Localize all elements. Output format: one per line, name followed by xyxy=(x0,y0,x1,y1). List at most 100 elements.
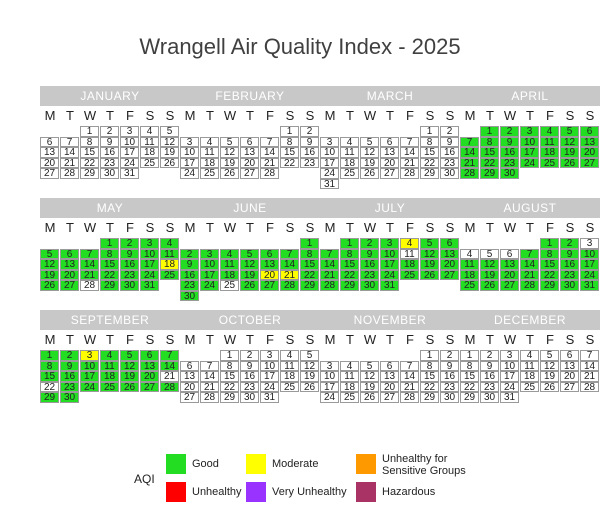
day-cell: 1 xyxy=(280,126,299,137)
day-cell: 11 xyxy=(160,248,179,259)
day-cell: 4 xyxy=(400,238,419,249)
day-cell: 3 xyxy=(140,238,159,249)
day-cell: 15 xyxy=(480,147,499,158)
day-cell: 4 xyxy=(540,126,559,137)
day-cell: 2 xyxy=(120,238,139,249)
chart-title: Wrangell Air Quality Index - 2025 xyxy=(139,34,461,59)
weekday-label: S xyxy=(145,220,155,235)
day-cell: 27 xyxy=(580,157,599,168)
day-cell: 2 xyxy=(240,350,259,361)
weekday-label: T xyxy=(66,220,74,235)
day-cell: 31 xyxy=(500,392,519,403)
day-cell: 7 xyxy=(460,136,479,147)
day-cell: 15 xyxy=(540,259,559,270)
month-november: NOVEMBER M T W T F S S 1 2 3 4 5 6 7 8 9 10 11 12 13 14 15 16 17… xyxy=(320,310,460,410)
day-cell: 18 xyxy=(540,147,559,158)
weekday-label: T xyxy=(246,332,254,347)
weekday-label: T xyxy=(526,220,534,235)
day-cell: 23 xyxy=(180,280,199,291)
weekday-label: W xyxy=(223,108,237,123)
day-cell: 12 xyxy=(560,136,579,147)
day-cell: 23 xyxy=(120,269,139,280)
day-cell: 29 xyxy=(460,392,479,403)
day-cell: 31 xyxy=(260,392,279,403)
day-cell: 27 xyxy=(60,280,79,291)
day-cell: 23 xyxy=(300,157,319,168)
month-name: MAY xyxy=(40,198,180,218)
month-name: APRIL xyxy=(460,86,600,106)
weekday-label: S xyxy=(425,220,435,235)
day-cell: 10 xyxy=(520,136,539,147)
day-cell: 10 xyxy=(140,248,159,259)
day-cell: 3 xyxy=(580,238,599,249)
day-cell: 19 xyxy=(120,371,139,382)
day-cell: 30 xyxy=(360,280,379,291)
weekday-label: S xyxy=(165,108,175,123)
day-cell: 5 xyxy=(40,248,59,259)
day-cell: 24 xyxy=(260,381,279,392)
day-cell: 8 xyxy=(340,248,359,259)
legend-label: Hazardous xyxy=(382,486,436,498)
day-cell: 30 xyxy=(100,168,119,179)
day-cell: 13 xyxy=(40,147,59,158)
day-cell: 10 xyxy=(200,259,219,270)
day-cell: 30 xyxy=(480,392,499,403)
day-cell: 5 xyxy=(160,126,179,137)
day-cell: 25 xyxy=(160,269,179,280)
day-cell: 6 xyxy=(140,350,159,361)
day-cell: 14 xyxy=(200,371,219,382)
day-cell: 24 xyxy=(120,157,139,168)
day-cell: 15 xyxy=(280,147,299,158)
day-cell: 2 xyxy=(560,238,579,249)
day-cell: 5 xyxy=(420,238,439,249)
weekday-label: S xyxy=(305,332,315,347)
month-name: OCTOBER xyxy=(180,310,320,330)
day-cell: 9 xyxy=(500,136,519,147)
day-cell: 19 xyxy=(540,371,559,382)
day-cell: 24 xyxy=(500,381,519,392)
day-cell: 9 xyxy=(560,248,579,259)
day-cell: 20 xyxy=(580,147,599,158)
day-cell: 11 xyxy=(280,360,299,371)
weekday-label: T xyxy=(346,108,354,123)
weekday-label: F xyxy=(266,220,274,235)
day-cell: 6 xyxy=(500,248,519,259)
day-cell: 29 xyxy=(100,280,119,291)
weekday-label: T xyxy=(206,332,214,347)
weekday-label: T xyxy=(346,332,354,347)
month-march: MARCH M T W T F S S 1 2 3 4 5 6 7 8 9 10 11 12 13 14 15 16 17 18 1… xyxy=(320,86,460,189)
day-cell: 31 xyxy=(380,280,399,291)
weekday-label: T xyxy=(66,108,74,123)
weekday-label: F xyxy=(126,108,134,123)
day-cell: 22 xyxy=(420,381,439,392)
day-cell: 2 xyxy=(440,350,459,361)
day-cell: 23 xyxy=(500,157,519,168)
month-name: JANUARY xyxy=(40,86,180,106)
day-cell: 7 xyxy=(520,248,539,259)
day-cell: 3 xyxy=(200,248,219,259)
day-cell: 1 xyxy=(340,238,359,249)
day-cell: 2 xyxy=(440,126,459,137)
day-cell: 24 xyxy=(380,269,399,280)
day-cell: 19 xyxy=(560,147,579,158)
weekday-label: S xyxy=(585,332,595,347)
day-cell: 4 xyxy=(340,136,359,147)
day-cell: 2 xyxy=(300,126,319,137)
day-cell: 13 xyxy=(380,147,399,158)
day-cell: 22 xyxy=(540,269,559,280)
day-cell: 17 xyxy=(120,147,139,158)
day-cell: 2 xyxy=(100,126,119,137)
day-cell: 30 xyxy=(180,290,199,301)
day-cell: 22 xyxy=(100,269,119,280)
day-cell: 24 xyxy=(580,269,599,280)
day-cell: 5 xyxy=(360,360,379,371)
day-cell: 23 xyxy=(360,269,379,280)
day-cell: 6 xyxy=(260,248,279,259)
day-cell: 27 xyxy=(260,280,279,291)
day-cell: 26 xyxy=(360,392,379,403)
day-cell: 7 xyxy=(160,350,179,361)
day-cell: 29 xyxy=(300,280,319,291)
